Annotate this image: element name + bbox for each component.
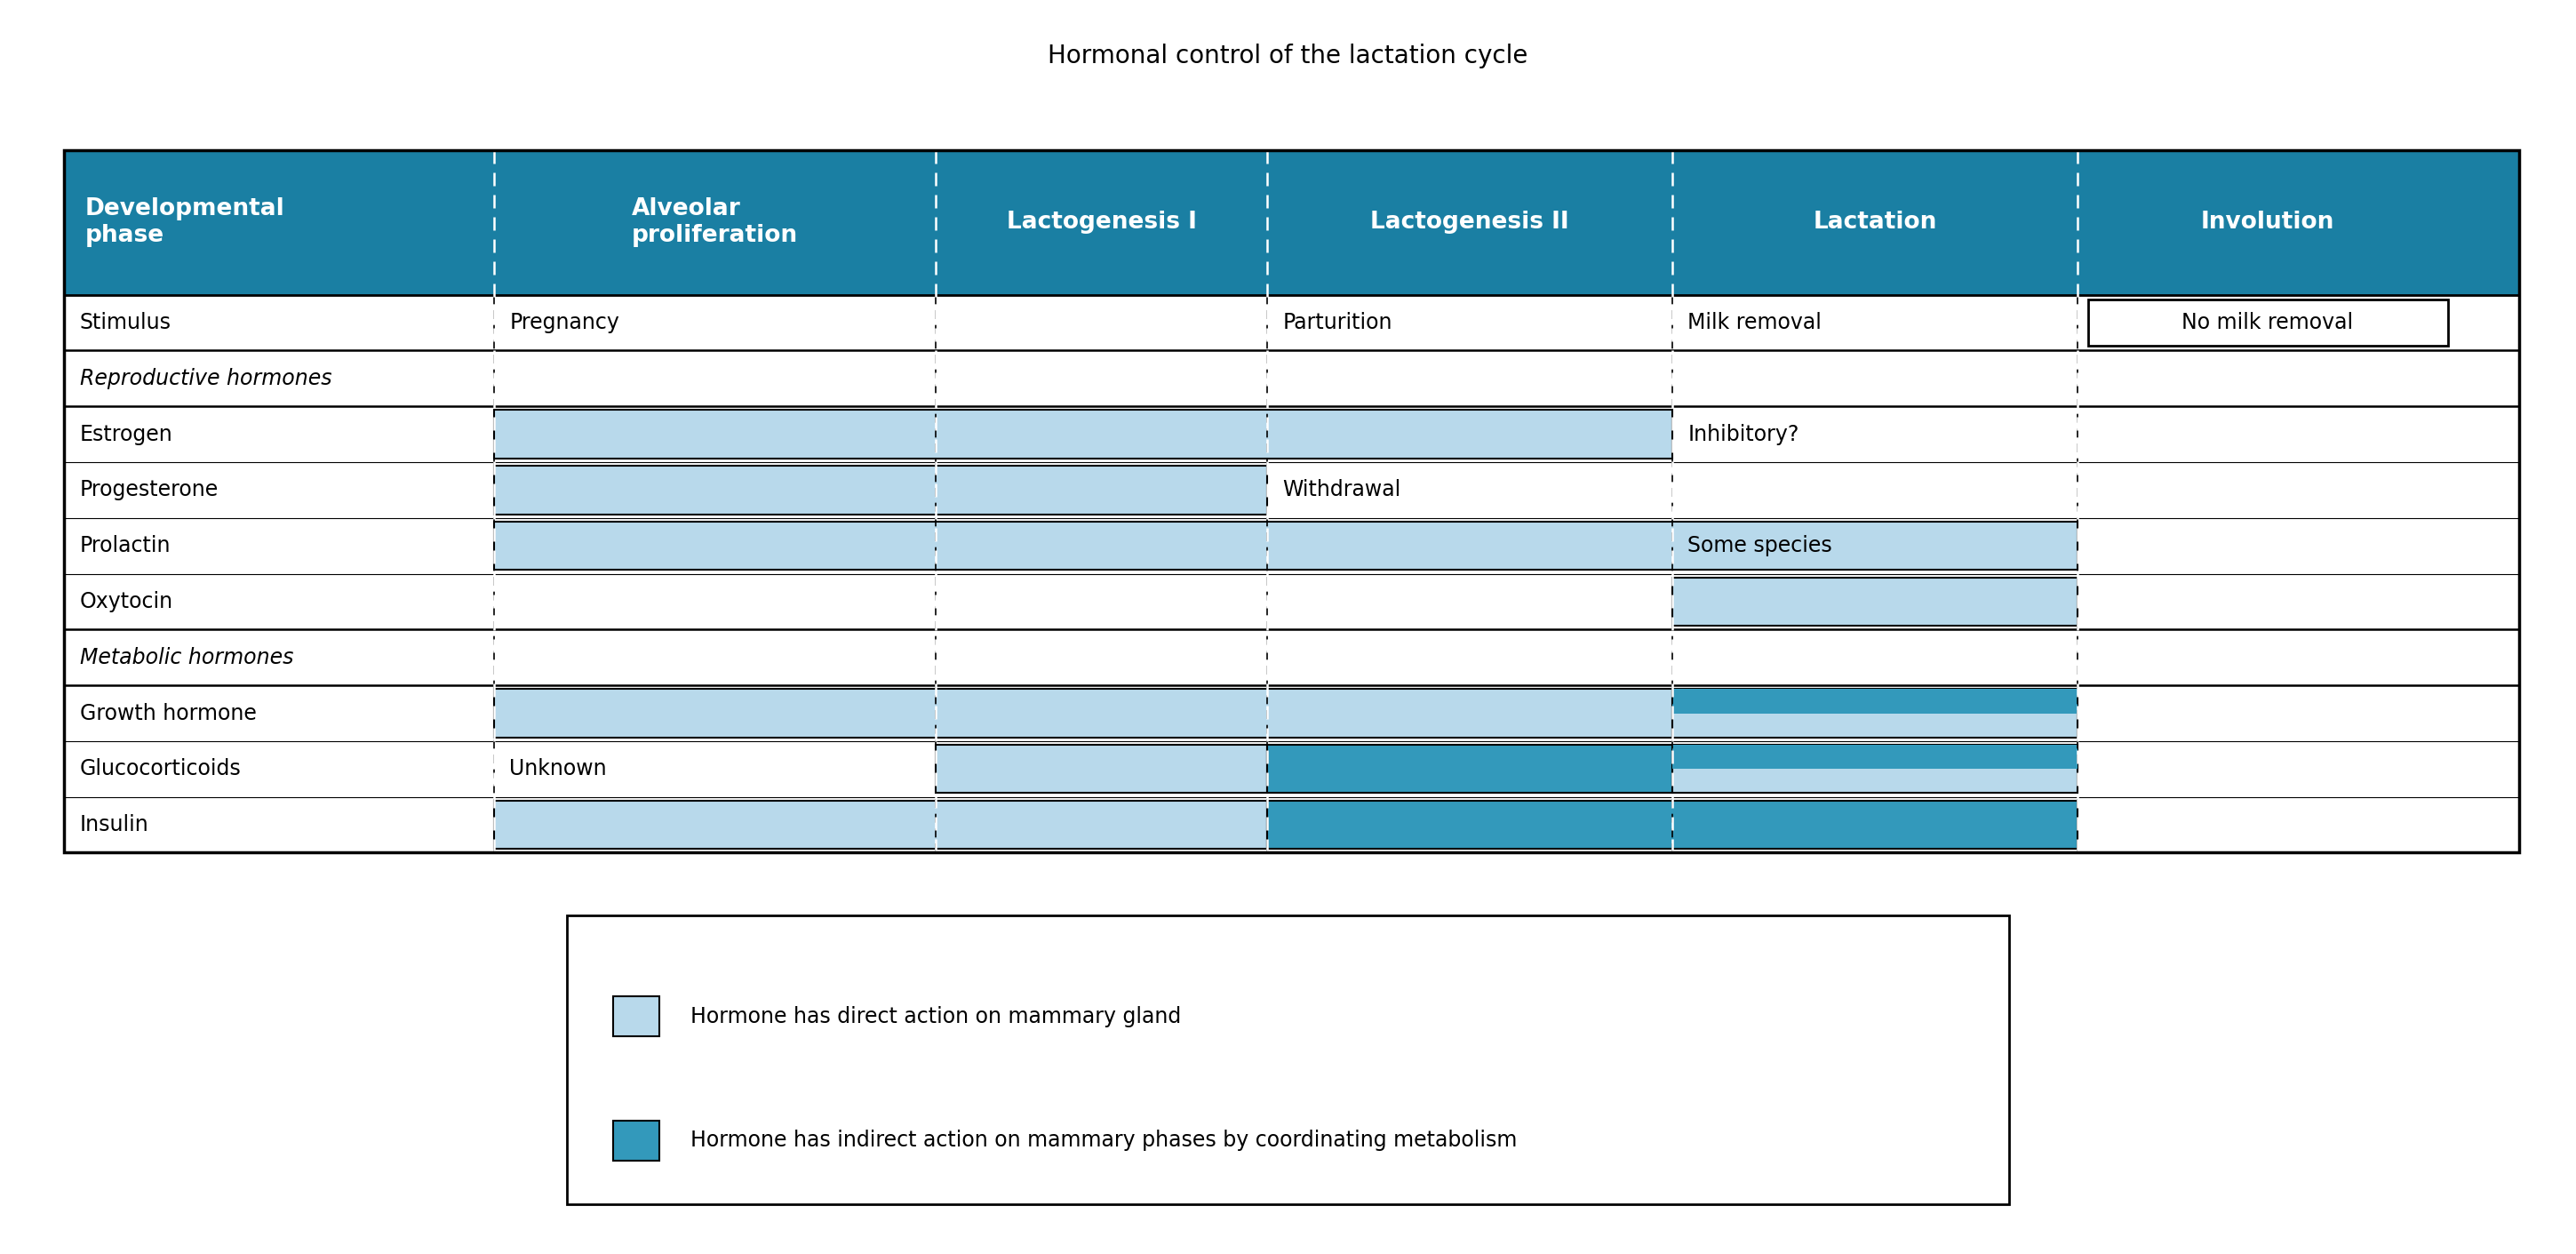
Bar	[935, 745, 1267, 793]
Text: Glucocorticoids: Glucocorticoids	[80, 759, 242, 780]
Text: Some species: Some species	[1687, 535, 1832, 557]
Bar	[1672, 745, 2076, 769]
Text: Hormone has direct action on mammary gland: Hormone has direct action on mammary gla…	[690, 1006, 1180, 1027]
Text: Estrogen: Estrogen	[80, 424, 173, 445]
Text: Developmental
phase: Developmental phase	[85, 198, 286, 247]
Bar	[495, 522, 2076, 569]
Text: Reproductive hormones: Reproductive hormones	[80, 367, 332, 389]
Text: Lactogenesis I: Lactogenesis I	[1007, 211, 1198, 234]
Text: Inhibitory?: Inhibitory?	[1687, 424, 1798, 445]
Bar	[613, 997, 659, 1037]
Bar	[64, 150, 2519, 295]
Bar	[567, 915, 2009, 1204]
Text: Growth hormone: Growth hormone	[80, 702, 258, 724]
Text: Alveolar
proliferation: Alveolar proliferation	[631, 198, 799, 247]
Bar	[613, 1121, 659, 1161]
Text: Lactation: Lactation	[1814, 211, 1937, 234]
Text: Prolactin: Prolactin	[80, 535, 170, 557]
Text: Oxytocin: Oxytocin	[80, 591, 173, 612]
Text: No milk removal: No milk removal	[2182, 312, 2354, 334]
Text: Hormonal control of the lactation cycle: Hormonal control of the lactation cycle	[1048, 44, 1528, 69]
Text: Parturition: Parturition	[1283, 312, 1394, 334]
Text: Milk removal: Milk removal	[1687, 312, 1821, 334]
Bar	[1672, 690, 2076, 714]
Text: Stimulus: Stimulus	[80, 312, 173, 334]
Bar	[2087, 300, 2447, 345]
Text: Withdrawal: Withdrawal	[1283, 479, 1401, 500]
Text: Involution: Involution	[2200, 211, 2334, 234]
Text: Metabolic hormones: Metabolic hormones	[80, 647, 294, 668]
Bar	[495, 410, 1672, 458]
Bar	[1267, 800, 2076, 849]
Text: Hormone has indirect action on mammary phases by coordinating metabolism: Hormone has indirect action on mammary p…	[690, 1130, 1517, 1151]
Bar	[1672, 690, 2076, 737]
Text: Progesterone: Progesterone	[80, 479, 219, 500]
Bar	[495, 465, 1267, 514]
Bar	[1672, 577, 2076, 626]
Text: Pregnancy: Pregnancy	[510, 312, 621, 334]
Bar	[1672, 745, 2076, 793]
Bar	[1267, 745, 1672, 793]
Bar	[495, 690, 1672, 737]
Text: Unknown: Unknown	[510, 759, 608, 780]
Bar	[495, 800, 1267, 849]
Bar	[64, 150, 2519, 853]
Text: Insulin: Insulin	[80, 814, 149, 835]
Text: Lactogenesis II: Lactogenesis II	[1370, 211, 1569, 234]
